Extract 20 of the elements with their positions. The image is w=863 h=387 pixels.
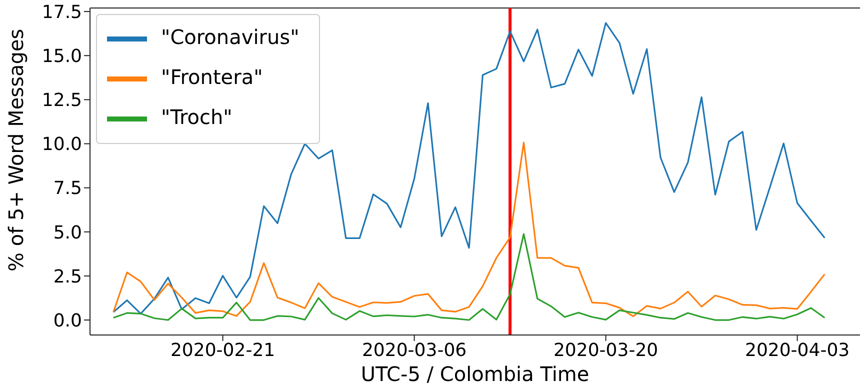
x-tick-label: 2020-03-20	[554, 340, 658, 361]
y-tick-label: 12.5	[42, 90, 82, 112]
line-series	[112, 233, 826, 321]
x-tick-label: 2020-03-06	[362, 340, 467, 361]
y-tick-label: 10.0	[42, 134, 82, 156]
y-axis-title: % of 5+ Word Messages	[4, 28, 28, 272]
y-tick-label: 17.5	[42, 2, 82, 23]
y-tick-label: 15.0	[42, 46, 82, 67]
x-tick-label: 2020-04-03	[745, 340, 850, 361]
line-series	[112, 142, 826, 318]
x-tick-label: 2020-02-21	[170, 340, 276, 361]
legend-label: "Troch"	[161, 105, 232, 130]
y-tick-label: 5.0	[53, 222, 82, 244]
legend-label: "Coronavirus"	[161, 25, 300, 50]
legend-label: "Frontera"	[161, 65, 263, 90]
line-series	[112, 22, 826, 314]
y-tick-label: 7.5	[53, 178, 82, 200]
y-tick-label: 0.0	[53, 310, 82, 332]
x-axis-title: UTC-5 / Colombia Time	[360, 362, 590, 386]
y-tick-label: 2.5	[53, 266, 82, 288]
